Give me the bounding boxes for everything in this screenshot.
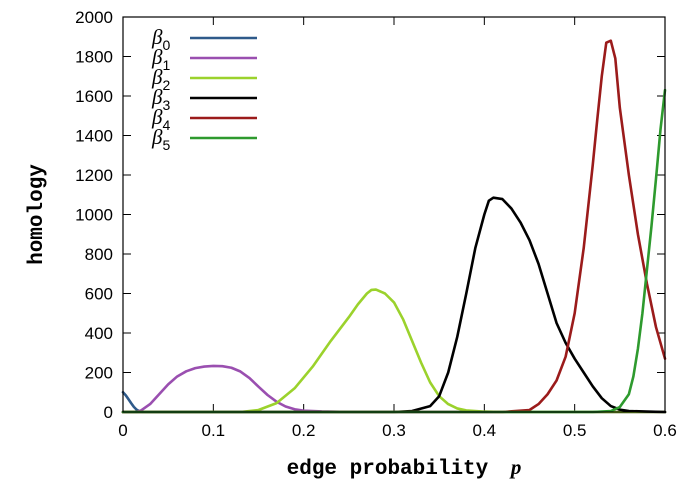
y-tick-label: 600 <box>85 285 113 304</box>
x-tick-label: 0.6 <box>653 421 677 440</box>
y-axis-title: homology <box>26 164 49 265</box>
legend-label-beta-2: β2 <box>151 65 170 93</box>
axis-ticks: 0 0.1 0.2 0.3 0.4 0.5 0.6 0 200 400 600 800 1000 1200… <box>75 8 677 440</box>
series-layer <box>121 39 667 414</box>
y-tick-label: 200 <box>85 364 113 383</box>
y-tick-label: 1600 <box>75 87 113 106</box>
x-axis-title-text: edge probability <box>287 458 489 481</box>
y-tick-label: 1800 <box>75 48 113 67</box>
series-line-beta-5 <box>121 88 667 414</box>
x-axis-title: edge probability p <box>287 455 522 481</box>
x-tick-label: 0.3 <box>382 421 406 440</box>
x-tick-label: 0.4 <box>473 421 497 440</box>
y-tick-label: 400 <box>85 324 113 343</box>
x-axis-title-var: p <box>509 455 522 479</box>
y-tick-label: 1400 <box>75 127 113 146</box>
x-tick-label: 0.2 <box>292 421 316 440</box>
series-line-beta-1 <box>121 364 667 414</box>
legend-label-beta-0: β0 <box>151 25 170 53</box>
x-tick-label: 0 <box>118 421 127 440</box>
legend-label-beta-3: β3 <box>151 85 170 113</box>
series-line-beta-3 <box>121 196 667 414</box>
y-tick-label: 800 <box>85 245 113 264</box>
y-tick-label: 1000 <box>75 206 113 225</box>
legend-label-beta-1: β1 <box>151 45 170 73</box>
y-tick-label: 2000 <box>75 8 113 27</box>
series-line-beta-2 <box>121 288 667 414</box>
y-tick-label: 1200 <box>75 166 113 185</box>
y-tick-label: 0 <box>104 403 113 422</box>
series-line-beta-4 <box>121 39 667 414</box>
x-tick-label: 0.1 <box>202 421 226 440</box>
x-tick-label: 0.5 <box>563 421 587 440</box>
legend-label-beta-5: β5 <box>151 125 170 153</box>
legend-label-beta-4: β4 <box>151 105 170 133</box>
plot-frame <box>122 16 666 413</box>
